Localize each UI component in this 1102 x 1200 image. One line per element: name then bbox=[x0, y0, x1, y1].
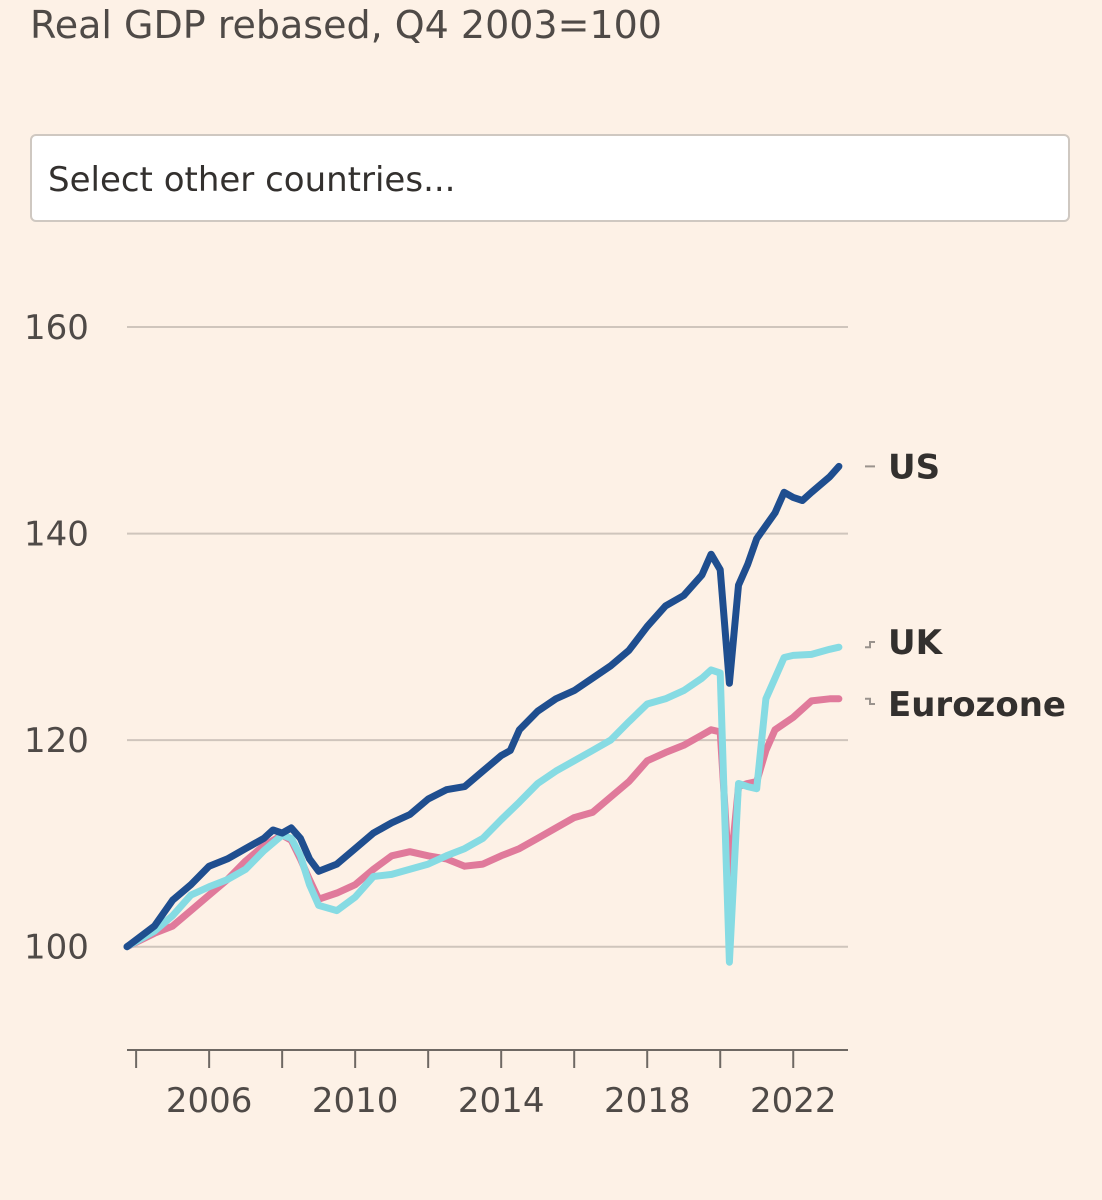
y-tick-label-100: 100 bbox=[24, 928, 89, 968]
series-label-uk: UK bbox=[888, 623, 944, 663]
x-tick-label-2010: 2010 bbox=[312, 1081, 399, 1121]
x-tick-label-2022: 2022 bbox=[750, 1081, 837, 1121]
connector-eurozone bbox=[865, 697, 875, 705]
series-label-us: US bbox=[888, 447, 940, 487]
x-tick-label-2006: 2006 bbox=[166, 1081, 253, 1121]
series-lines bbox=[123, 462, 843, 966]
x-tick-label-2018: 2018 bbox=[604, 1081, 691, 1121]
country-select-placeholder: Select other countries... bbox=[48, 160, 456, 200]
x-axis bbox=[127, 1049, 848, 1068]
y-tick-label-120: 120 bbox=[24, 721, 89, 761]
series-label-eurozone: Eurozone bbox=[888, 685, 1066, 725]
series-line-us bbox=[123, 462, 843, 951]
y-tick-label-160: 160 bbox=[24, 308, 89, 348]
y-tick-label-140: 140 bbox=[24, 515, 89, 555]
x-axis-labels: 2006 2010 2014 2018 2022 bbox=[166, 1081, 837, 1121]
connector-uk bbox=[865, 641, 875, 649]
country-select-input[interactable]: Select other countries... bbox=[30, 134, 1070, 222]
y-axis-labels: 100 120 140 160 bbox=[24, 308, 89, 968]
chart-subtitle: Real GDP rebased, Q4 2003=100 bbox=[30, 3, 662, 47]
x-tick-label-2014: 2014 bbox=[458, 1081, 545, 1121]
series-end-labels: US UK Eurozone bbox=[865, 447, 1066, 725]
series-line-uk bbox=[123, 643, 843, 966]
